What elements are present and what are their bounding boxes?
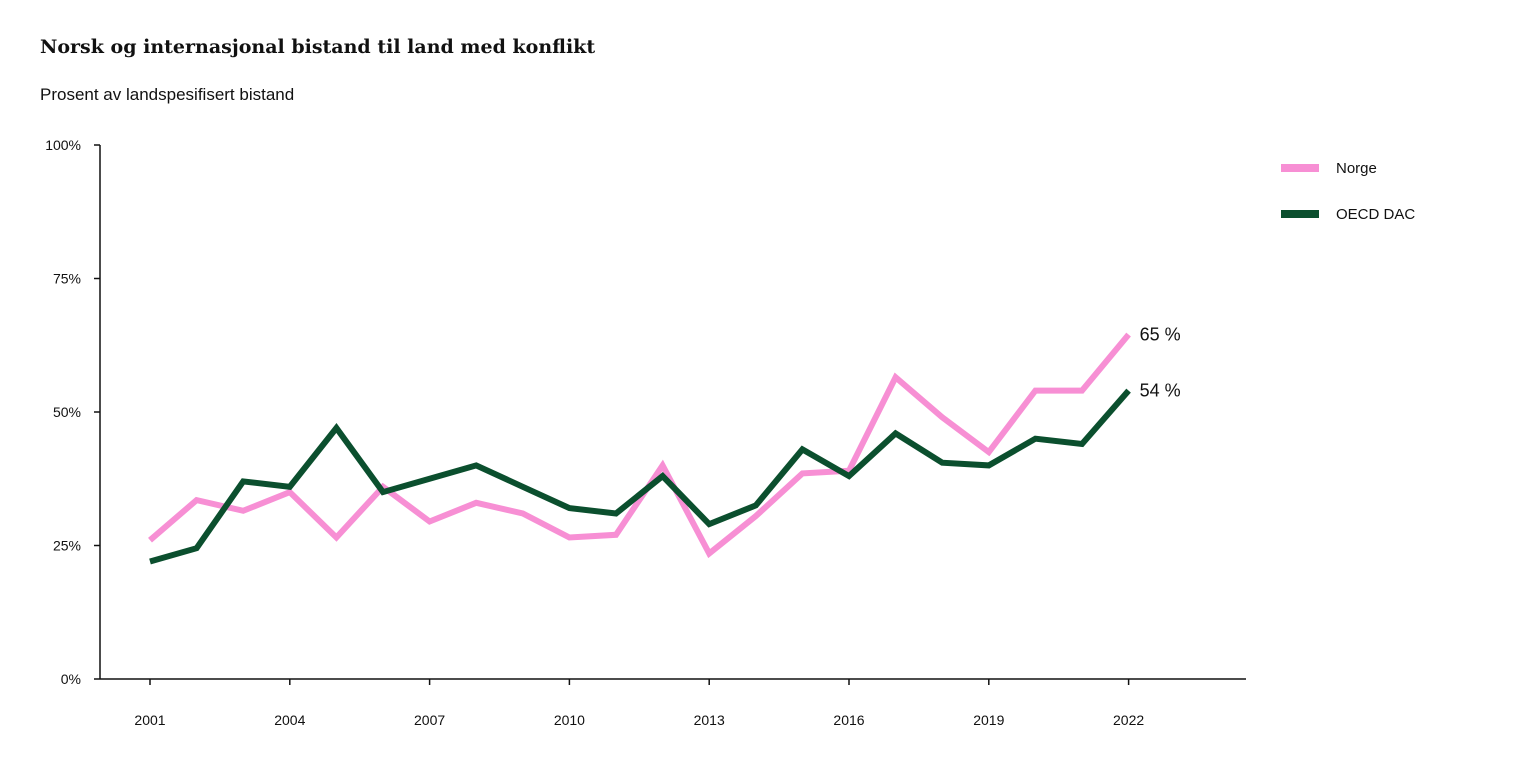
y-tick-label: 25% xyxy=(53,538,81,554)
x-tick-label: 2019 xyxy=(973,712,1004,728)
x-tick-label: 2004 xyxy=(274,712,305,728)
legend-label: Norge xyxy=(1336,160,1377,177)
x-tick-label: 2007 xyxy=(414,712,445,728)
chart-series xyxy=(148,332,1131,565)
chart-legend: Norge OECD DAC xyxy=(1281,160,1415,223)
chart-end-labels: 65 % 54 % xyxy=(1140,325,1181,401)
x-tick-label: 2013 xyxy=(694,712,725,728)
legend-swatch xyxy=(1281,210,1319,218)
x-tick-label: 2016 xyxy=(833,712,864,728)
y-tick-label: 100% xyxy=(45,137,81,153)
legend-swatch xyxy=(1281,164,1319,172)
chart-subtitle: Prosent av landspesifisert bistand xyxy=(40,85,295,104)
y-tick-label: 50% xyxy=(53,404,81,420)
x-tick-label: 2022 xyxy=(1113,712,1144,728)
chart-axes: 0% 25% 50% 75% 100% 2001 2004 2007 2010 2013 2016 2… xyxy=(45,137,1246,728)
x-tick-label: 2010 xyxy=(554,712,585,728)
chart-title: Norsk og internasjonal bistand til land … xyxy=(40,36,596,58)
x-tick-label: 2001 xyxy=(134,712,165,728)
y-tick-label: 0% xyxy=(61,671,81,687)
legend-label: OECD DAC xyxy=(1336,206,1415,223)
series-end-label: 54 % xyxy=(1140,381,1181,401)
y-tick-label: 75% xyxy=(53,271,81,287)
series-line-0 xyxy=(148,332,1131,559)
series-line-1 xyxy=(149,388,1131,565)
series-end-label: 65 % xyxy=(1140,325,1181,345)
